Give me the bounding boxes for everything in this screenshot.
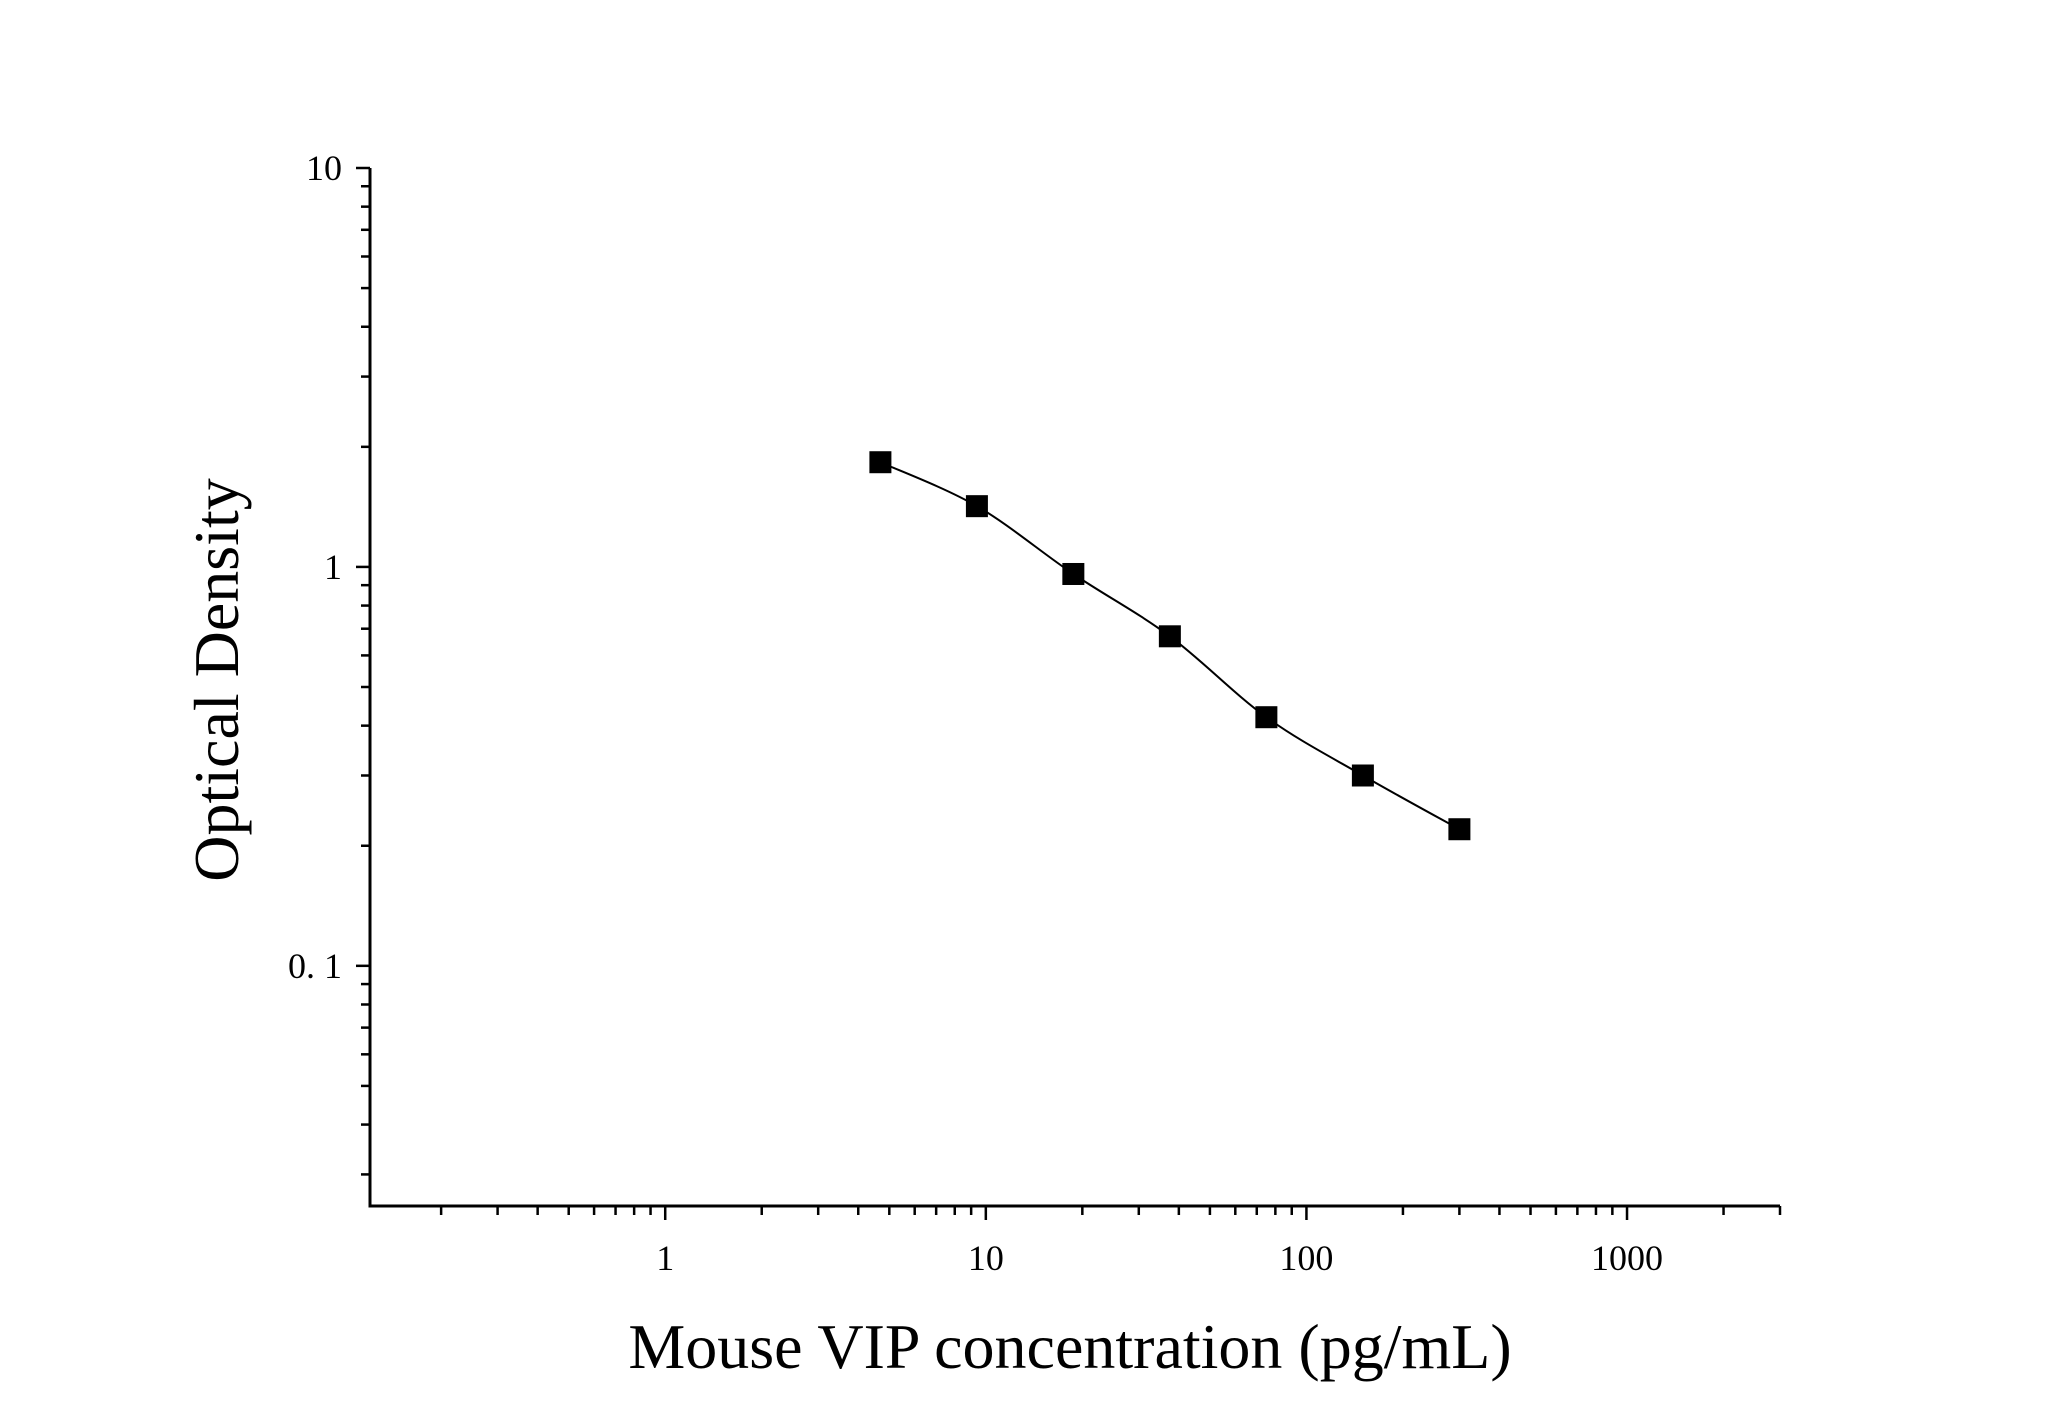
x-tick-label: 1000 [1591, 1238, 1663, 1278]
x-axis-title: Mouse VIP concentration (pg/mL) [628, 1311, 1511, 1382]
x-tick-label: 1 [656, 1238, 674, 1278]
y-tick-label: 0. 1 [288, 946, 342, 986]
x-tick-label: 100 [1279, 1238, 1333, 1278]
data-point [869, 451, 892, 474]
axes [368, 168, 1780, 1208]
data-point [1255, 706, 1278, 729]
data-points [869, 451, 1471, 841]
data-point [1448, 818, 1471, 841]
y-axis-title: Optical Density [181, 478, 252, 881]
data-point [1351, 764, 1374, 787]
data-point [1062, 562, 1085, 585]
data-point [965, 495, 988, 518]
x-tick-label: 10 [968, 1238, 1004, 1278]
ticks: 1 10 100 1000 0. 1 1 10 [288, 148, 1782, 1278]
data-point [1158, 625, 1181, 648]
y-tick-label: 1 [324, 547, 342, 587]
y-tick-label: 10 [306, 148, 342, 188]
